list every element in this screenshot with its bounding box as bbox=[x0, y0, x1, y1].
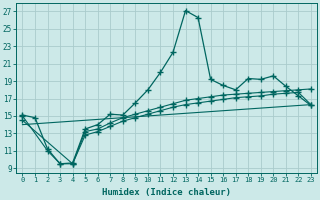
X-axis label: Humidex (Indice chaleur): Humidex (Indice chaleur) bbox=[102, 188, 231, 197]
